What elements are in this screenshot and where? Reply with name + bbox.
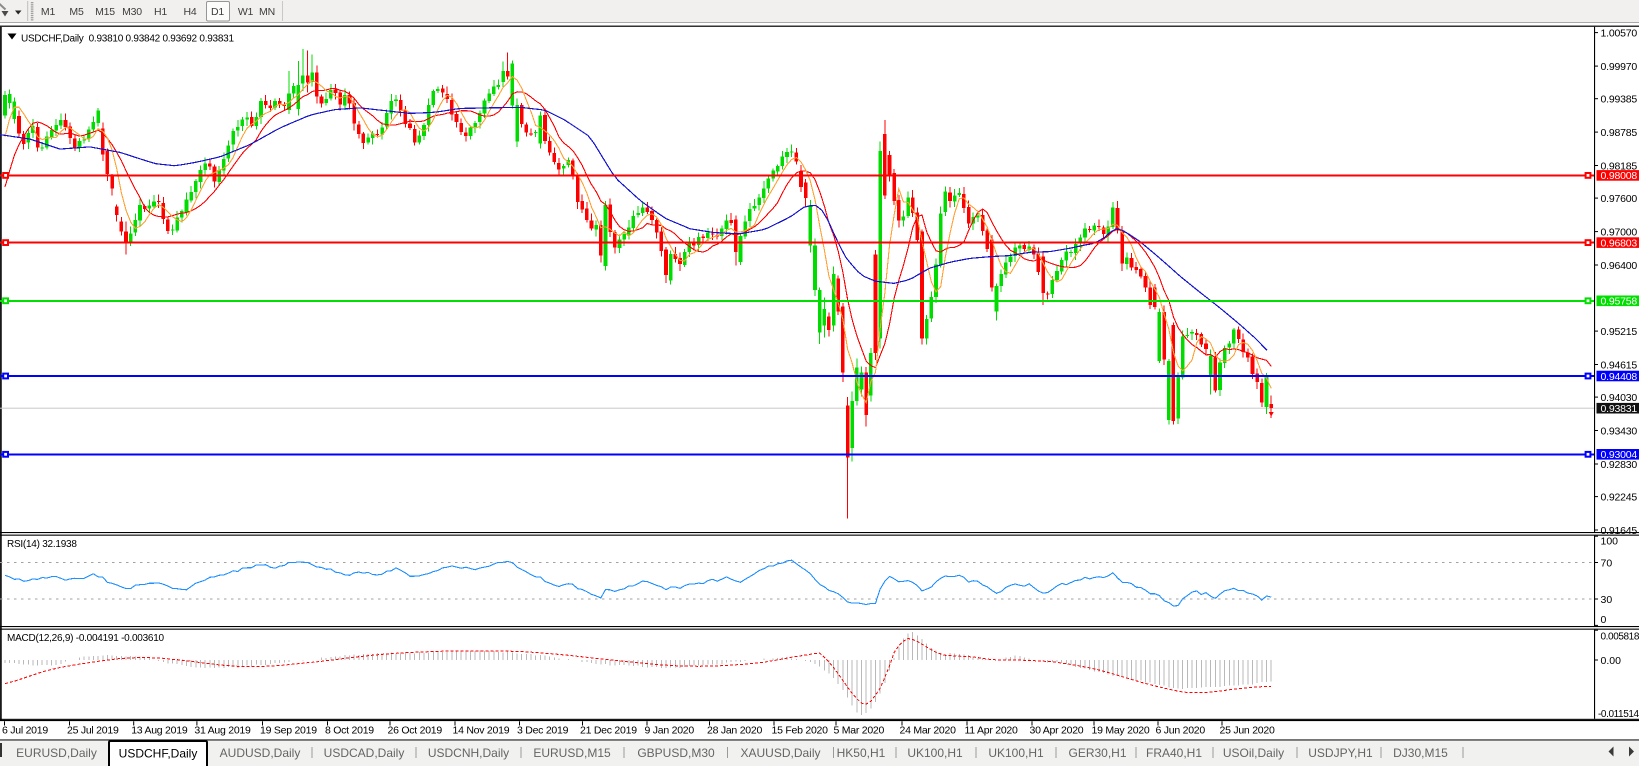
svg-text:21 Dec 2019: 21 Dec 2019	[580, 725, 637, 737]
svg-text:USDCNH,Daily: USDCNH,Daily	[428, 746, 509, 760]
svg-text:0.99385: 0.99385	[1601, 94, 1638, 106]
svg-text:0.98008: 0.98008	[1601, 170, 1638, 182]
svg-text:19 May 2020: 19 May 2020	[1092, 725, 1150, 737]
svg-text:0: 0	[1601, 614, 1607, 626]
svg-text:W1: W1	[238, 6, 254, 18]
svg-text:24 Mar 2020: 24 Mar 2020	[900, 725, 957, 737]
svg-text:M1: M1	[41, 6, 56, 18]
svg-text:1.00570: 1.00570	[1601, 27, 1638, 39]
svg-text:25 Jul 2019: 25 Jul 2019	[67, 725, 119, 737]
svg-text:0.97600: 0.97600	[1601, 193, 1638, 205]
svg-text:0.95215: 0.95215	[1601, 326, 1638, 338]
svg-text:26 Oct 2019: 26 Oct 2019	[388, 725, 443, 737]
svg-text:EURUSD,M15: EURUSD,M15	[533, 746, 611, 760]
svg-text:0.98785: 0.98785	[1601, 127, 1638, 139]
svg-text:HK50,H1: HK50,H1	[837, 746, 886, 760]
svg-text:0.95758: 0.95758	[1601, 296, 1638, 308]
svg-text:0.005818: 0.005818	[1601, 631, 1639, 642]
svg-text:5 Mar 2020: 5 Mar 2020	[834, 725, 885, 737]
svg-text:XAUUSD,Daily: XAUUSD,Daily	[740, 746, 820, 760]
svg-text:D1: D1	[211, 6, 224, 18]
svg-text:6 Jun 2020: 6 Jun 2020	[1156, 725, 1206, 737]
svg-text:USDCHF,Daily: USDCHF,Daily	[119, 747, 198, 761]
svg-text:H1: H1	[154, 6, 167, 18]
svg-text:0.93004: 0.93004	[1601, 449, 1638, 461]
svg-text:RSI(14) 32.1938: RSI(14) 32.1938	[7, 539, 77, 550]
svg-text:USDCHF,Daily 0.93810 0.93842: USDCHF,Daily 0.93810 0.93842 0.93692 0.9…	[21, 33, 234, 44]
svg-text:EURUSD,Daily: EURUSD,Daily	[16, 746, 97, 760]
svg-text:UK100,H1: UK100,H1	[907, 746, 963, 760]
svg-text:0.93831: 0.93831	[1601, 403, 1638, 415]
svg-text:100: 100	[1601, 535, 1619, 547]
svg-text:30: 30	[1601, 594, 1613, 606]
svg-text:-0.011514: -0.011514	[1598, 709, 1639, 720]
svg-text:GER30,H1: GER30,H1	[1068, 746, 1126, 760]
svg-text:0.00: 0.00	[1601, 655, 1622, 667]
svg-text:0.92245: 0.92245	[1601, 491, 1638, 503]
svg-text:6 Jul 2019: 6 Jul 2019	[2, 725, 48, 737]
svg-text:25 Jun 2020: 25 Jun 2020	[1220, 725, 1275, 737]
svg-text:USOil,Daily: USOil,Daily	[1223, 746, 1284, 760]
svg-text:M15: M15	[95, 6, 115, 18]
svg-text:USDJPY,H1: USDJPY,H1	[1308, 746, 1373, 760]
svg-text:0.96400: 0.96400	[1601, 260, 1638, 272]
svg-text:11 Apr 2020: 11 Apr 2020	[965, 725, 1019, 737]
svg-text:GBPUSD,M30: GBPUSD,M30	[637, 746, 715, 760]
svg-text:13 Aug 2019: 13 Aug 2019	[131, 725, 188, 737]
svg-text:8 Oct 2019: 8 Oct 2019	[325, 725, 374, 737]
svg-text:70: 70	[1601, 557, 1613, 569]
svg-text:UK100,H1: UK100,H1	[988, 746, 1044, 760]
svg-text:MN: MN	[259, 6, 275, 18]
svg-text:0.99970: 0.99970	[1601, 61, 1638, 73]
svg-text:H4: H4	[183, 6, 196, 18]
svg-text:14 Nov 2019: 14 Nov 2019	[453, 725, 510, 737]
svg-text:0.93430: 0.93430	[1601, 425, 1638, 437]
svg-text:15 Feb 2020: 15 Feb 2020	[772, 725, 829, 737]
svg-text:AUDUSD,Daily: AUDUSD,Daily	[220, 746, 301, 760]
svg-text:31 Aug 2019: 31 Aug 2019	[194, 725, 251, 737]
svg-text:M30: M30	[122, 6, 142, 18]
svg-text:0.96803: 0.96803	[1601, 237, 1638, 249]
svg-text:USDCAD,Daily: USDCAD,Daily	[324, 746, 405, 760]
svg-text:M5: M5	[69, 6, 84, 18]
svg-text:9 Jan 2020: 9 Jan 2020	[645, 725, 695, 737]
svg-text:3 Dec 2019: 3 Dec 2019	[517, 725, 569, 737]
svg-text:0.94408: 0.94408	[1601, 371, 1638, 383]
svg-text:19 Sep 2019: 19 Sep 2019	[260, 725, 317, 737]
svg-text:28 Jan 2020: 28 Jan 2020	[707, 725, 762, 737]
svg-text:FRA40,H1: FRA40,H1	[1146, 746, 1202, 760]
svg-text:0.94615: 0.94615	[1601, 359, 1638, 371]
svg-text:MACD(12,26,9) -0.004191 -0.003: MACD(12,26,9) -0.004191 -0.003610	[7, 633, 165, 644]
svg-text:30 Apr 2020: 30 Apr 2020	[1030, 725, 1084, 737]
svg-text:DJ30,M15: DJ30,M15	[1393, 746, 1448, 760]
